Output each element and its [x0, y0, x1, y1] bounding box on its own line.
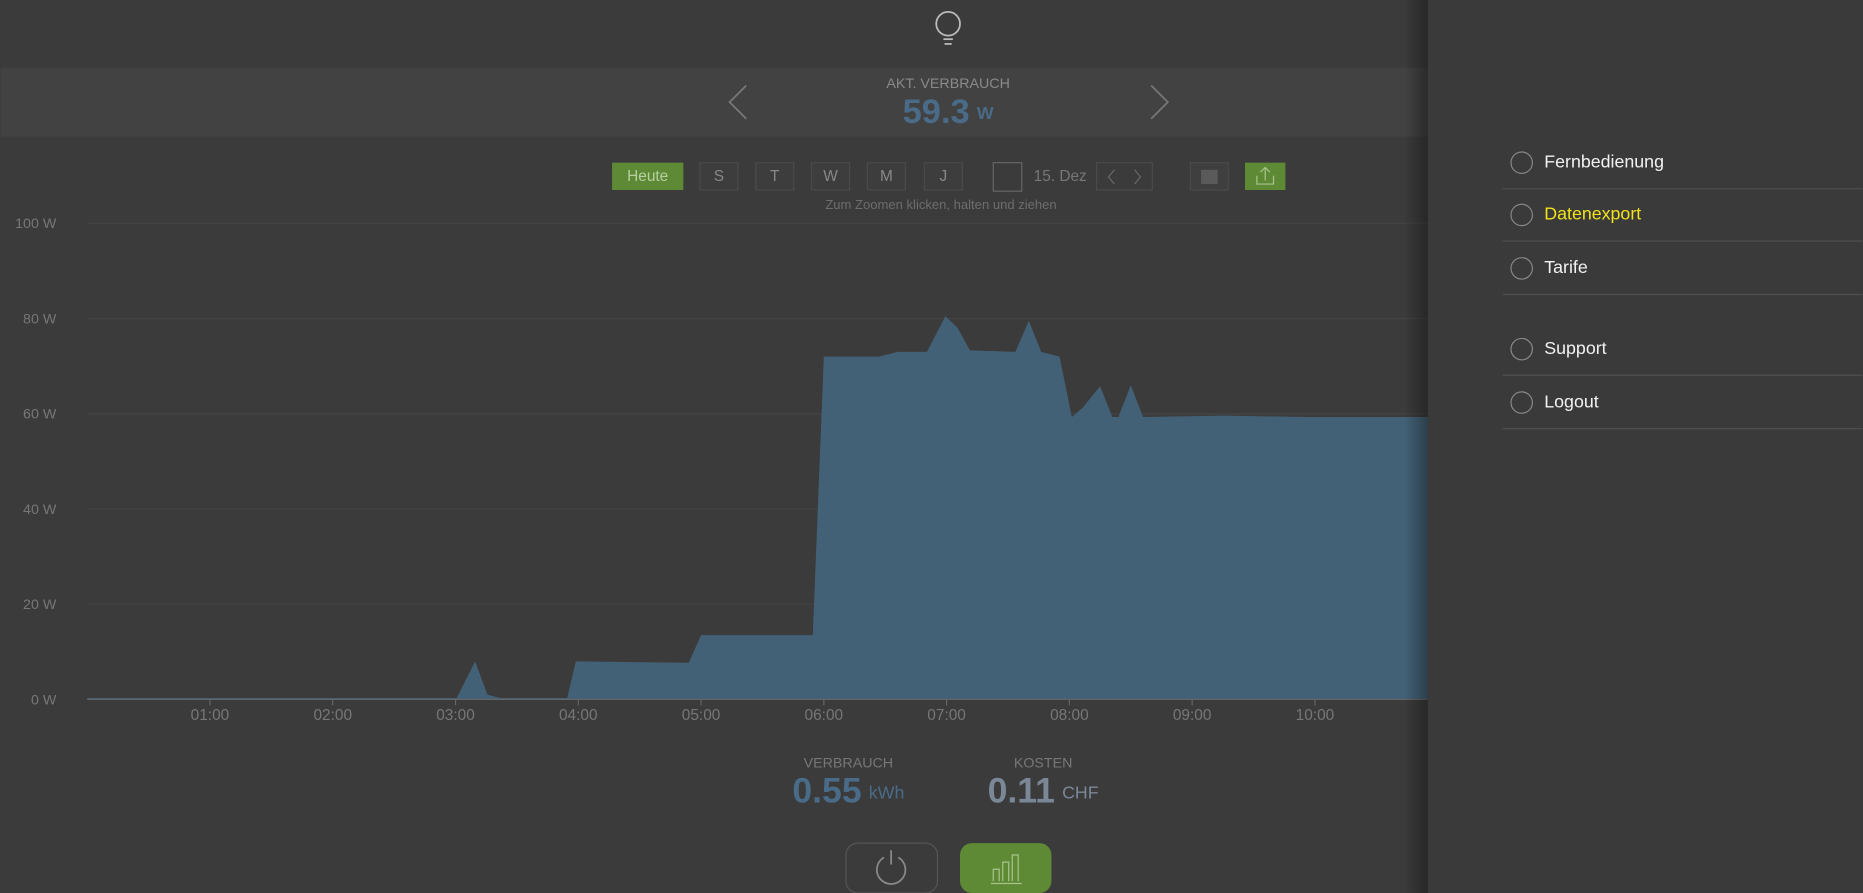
main-view: AKT. VERBRAUCH 59.3 W Heute S T W M J 15. Dez …: [0, 10, 1428, 893]
current-value: 59.3 W: [903, 93, 994, 131]
menu-icon: [1510, 337, 1533, 361]
date: 15. Dez: [1034, 168, 1087, 185]
panel-shadow: [1404, 0, 1428, 893]
x-tick-label: 08:00: [1050, 707, 1089, 724]
period-button[interactable]: [923, 162, 963, 191]
unit: kWh: [869, 782, 905, 802]
period-button[interactable]: [612, 162, 684, 190]
date-prev[interactable]: [1107, 169, 1115, 185]
menu: Fernbedienung Datenexport Tarife Support Log…: [1502, 151, 1863, 430]
chart: 0 W 20 W 40 W 60 W 80 W 100 W 01:00 02:00 03:00 0…: [15, 216, 1428, 724]
bulb-icon: [935, 10, 961, 45]
x-tick-label: 09:00: [1173, 707, 1212, 724]
x-tick-label: 01:00: [191, 707, 230, 724]
period-label: S: [714, 168, 724, 185]
y-tick-label: 60 W: [23, 407, 57, 423]
y-tick-label: 20 W: [23, 597, 57, 613]
summary-value: 0.55 kWh: [792, 771, 904, 811]
period-label: W: [823, 168, 838, 185]
next-arrow[interactable]: [1150, 84, 1170, 120]
remote-button[interactable]: [845, 842, 939, 893]
current-label: AKT. VERBRAUCH: [886, 76, 1010, 92]
value: 59.3: [903, 93, 970, 131]
prev-arrow[interactable]: [728, 84, 747, 120]
date-next[interactable]: [1134, 169, 1142, 185]
menu-item[interactable]: Tarife: [1544, 257, 1588, 277]
y-tick-label: 40 W: [23, 502, 57, 518]
period-label: J: [940, 168, 948, 185]
value: 0.55: [792, 771, 861, 811]
summary-label: VERBRAUCH: [804, 755, 893, 771]
stats-button[interactable]: [960, 843, 1052, 893]
x-tick-label: 03:00: [436, 707, 475, 724]
side-panel: [1427, 0, 1863, 893]
x-tick-label: 06:00: [805, 707, 844, 724]
power-icon: [875, 850, 907, 885]
menu-item[interactable]: Logout: [1544, 391, 1598, 411]
export-icon: [1256, 166, 1275, 185]
date-nav[interactable]: [1095, 162, 1153, 191]
calendar-icon[interactable]: [992, 162, 1023, 192]
compare-icon: [1201, 169, 1218, 185]
menu-item[interactable]: Fernbedienung: [1544, 151, 1664, 171]
summary-value: 0.11 CHF: [988, 771, 1099, 811]
unit: W: [977, 103, 994, 123]
period-label: M: [880, 168, 893, 185]
x-tick-label: 04:00: [559, 707, 598, 724]
unit: CHF: [1062, 782, 1099, 802]
period-button[interactable]: [866, 162, 906, 191]
zoom-hint: Zum Zoomen klicken, halten und ziehen: [825, 197, 1056, 212]
y-tick-label: 0 W: [31, 692, 57, 708]
period-label: T: [770, 168, 780, 185]
menu-item[interactable]: Support: [1544, 338, 1606, 358]
period-button[interactable]: [810, 162, 851, 191]
x-tick-label: 10:00: [1296, 707, 1335, 724]
toolbar: Heute S T W M J: [612, 162, 963, 191]
value: 0.11: [988, 771, 1055, 811]
menu-item[interactable]: Datenexport: [1544, 204, 1641, 224]
period-button[interactable]: [755, 162, 795, 191]
menu-icon: [1510, 203, 1533, 227]
menu-icon: [1510, 391, 1533, 414]
menu-icon: [1510, 151, 1533, 174]
period-button[interactable]: [699, 162, 739, 191]
summary-label: KOSTEN: [1014, 755, 1073, 771]
y-tick-label: 80 W: [23, 311, 57, 327]
period-label: Heute: [627, 168, 668, 185]
header-band: [0, 67, 1428, 137]
stats-icon: [990, 854, 1022, 885]
x-tick-label: 02:00: [313, 707, 352, 724]
menu-icon: [1510, 257, 1533, 280]
y-tick-label: 100 W: [15, 216, 57, 232]
x-tick-label: 05:00: [682, 707, 721, 724]
area: [87, 316, 1428, 700]
x-tick-label: 07:00: [927, 707, 966, 724]
